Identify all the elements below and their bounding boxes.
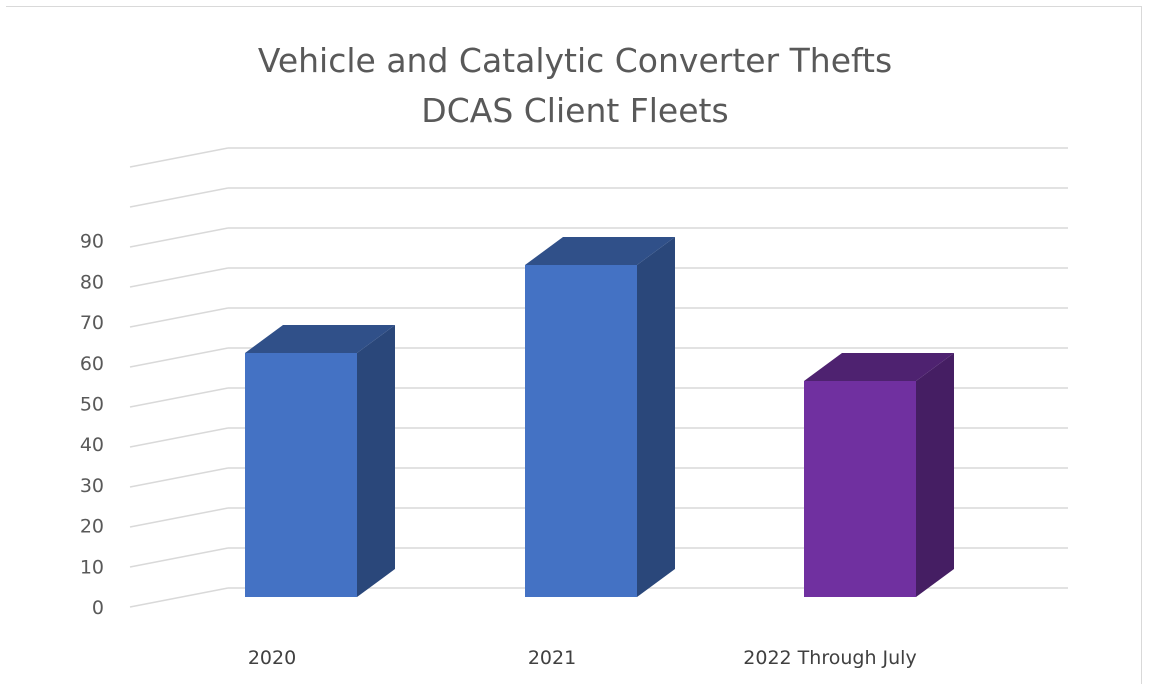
y-axis-ticks: 0 10 20 30 40 50 60 70 80 90 (80, 231, 104, 619)
gridline-wall (129, 547, 229, 568)
y-tick-label: 50 (80, 394, 104, 416)
gridline-wall (129, 307, 229, 328)
gridline-wall (129, 427, 229, 448)
gridline-wall (129, 507, 229, 528)
bar-side (357, 325, 395, 597)
y-tick-label: 20 (80, 516, 104, 538)
x-category-label: 2021 (528, 647, 576, 669)
bar (804, 353, 954, 597)
y-tick-label: 80 (80, 271, 104, 293)
y-tick-label: 0 (92, 597, 104, 619)
y-tick-label: 90 (80, 231, 104, 253)
gridline-wall (129, 187, 229, 208)
chart-frame (6, 6, 1142, 684)
gridline-wall (129, 267, 229, 288)
gridline-wall (129, 347, 229, 368)
bars (245, 237, 954, 597)
chart-title-line-2: DCAS Client Fleets (421, 91, 729, 130)
bar-front (245, 353, 357, 597)
bar-front (804, 381, 916, 597)
x-axis-labels: 2020 2021 2022 Through July (248, 647, 917, 669)
bar-front (525, 265, 637, 597)
chart-title: Vehicle and Catalytic Converter Thefts D… (0, 36, 1150, 136)
gridline-wall (129, 587, 229, 608)
y-tick-label: 30 (80, 475, 104, 497)
gridline-wall (129, 147, 229, 168)
x-category-label: 2020 (248, 647, 296, 669)
y-tick-label: 40 (80, 434, 104, 456)
chart-title-line-1: Vehicle and Catalytic Converter Thefts (257, 41, 893, 80)
gridline-wall (129, 227, 229, 248)
bar-top (245, 325, 395, 353)
y-tick-label: 10 (80, 556, 104, 578)
gridline-wall (129, 467, 229, 488)
bar-side (637, 237, 675, 597)
bar-side (916, 353, 954, 597)
bar (245, 325, 395, 597)
y-tick-label: 70 (80, 312, 104, 334)
gridline-wall (129, 387, 229, 408)
bar-top (525, 237, 675, 265)
y-tick-label: 60 (80, 353, 104, 375)
x-category-label: 2022 Through July (743, 647, 916, 669)
bar (525, 237, 675, 597)
bar-top (804, 353, 954, 381)
